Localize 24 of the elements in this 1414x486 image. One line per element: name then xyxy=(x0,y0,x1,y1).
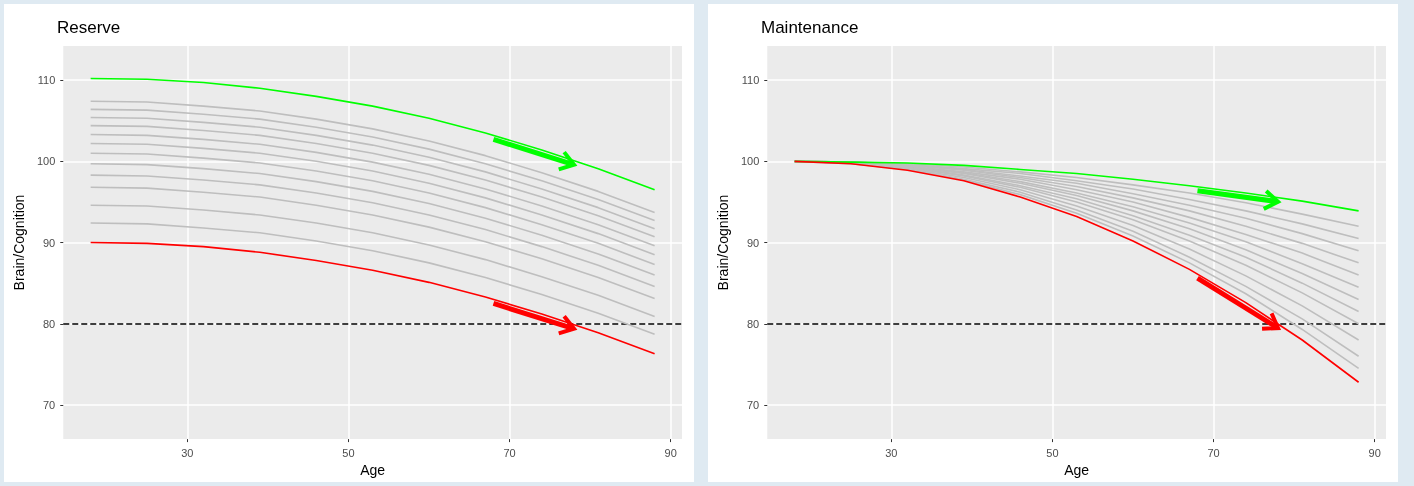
y-tick-label: 100 xyxy=(740,155,760,168)
chart-title: Maintenance xyxy=(761,18,859,37)
x-tick-label: 70 xyxy=(503,446,516,459)
x-tick-label: 90 xyxy=(664,446,677,459)
x-axis-title: Age xyxy=(1064,462,1090,478)
x-tick-label: 30 xyxy=(181,446,194,459)
y-tick-label: 80 xyxy=(43,317,56,330)
x-tick-label: 30 xyxy=(885,446,898,459)
y-tick-label: 70 xyxy=(747,398,760,411)
y-tick-label: 80 xyxy=(747,317,760,330)
chart-title: Reserve xyxy=(57,18,121,37)
x-tick-label: 90 xyxy=(1368,446,1381,459)
y-tick-label: 90 xyxy=(747,236,760,249)
x-tick-label: 50 xyxy=(342,446,355,459)
x-tick-label: 50 xyxy=(1046,446,1059,459)
x-axis-title: Age xyxy=(360,462,386,478)
y-tick-label: 70 xyxy=(43,398,56,411)
y-tick-label: 110 xyxy=(37,74,56,87)
y-axis-title: Brain/Cognition xyxy=(11,194,27,291)
y-axis-title: Brain/Cognition xyxy=(715,194,731,291)
y-tick-label: 110 xyxy=(741,74,760,87)
x-tick-label: 70 xyxy=(1207,446,1220,459)
y-tick-label: 100 xyxy=(36,155,56,168)
y-tick-label: 90 xyxy=(43,236,56,249)
